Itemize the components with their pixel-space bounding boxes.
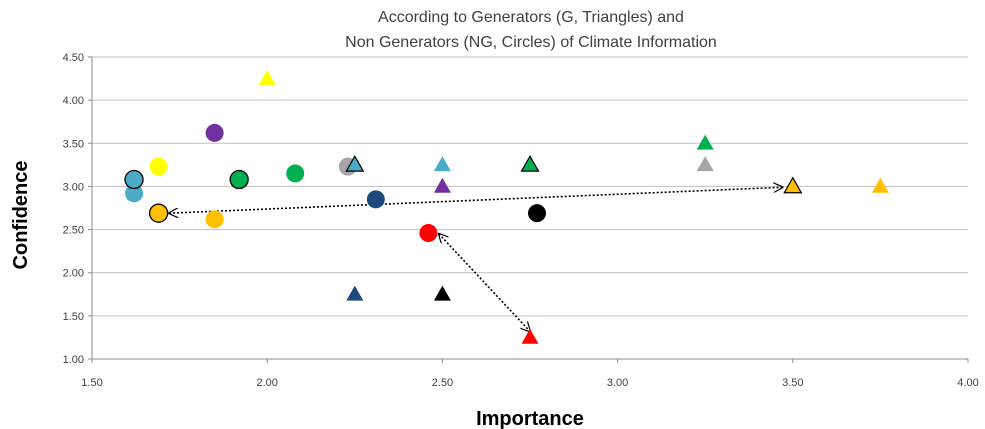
circle-marker (366, 190, 385, 209)
y-tick-label: 3.00 (63, 181, 84, 193)
circle-marker (229, 169, 249, 190)
triangle-marker (346, 285, 364, 301)
circle-marker (148, 203, 169, 223)
triangle-marker (258, 69, 276, 85)
tick-labels: 1.00 1.50 2.00 2.50 3.00 3.50 4.00 4.50 1.50 2.00… (63, 52, 979, 389)
circle-marker (205, 210, 224, 229)
y-tick-label: 1.50 (63, 311, 84, 323)
x-tick-label: 3.50 (782, 377, 803, 389)
x-tick-label: 4.00 (957, 377, 978, 389)
y-tick-label: 4.50 (63, 52, 84, 64)
y-axis-title: Confidence (10, 161, 32, 270)
x-tick-label: 2.50 (432, 377, 453, 389)
circle-marker (149, 157, 168, 176)
dotted-double-arrow (169, 187, 782, 213)
y-tick-label: 1.00 (63, 354, 84, 366)
circle-marker (124, 169, 144, 190)
triangle-marker (871, 177, 889, 193)
triangle-marker (696, 156, 714, 172)
x-tick-label: 2.00 (256, 377, 277, 389)
x-tick-label: 1.50 (81, 377, 102, 389)
triangle-marker (433, 156, 451, 172)
triangle-marker (520, 154, 540, 172)
circle-marker (205, 123, 224, 142)
y-tick-label: 2.00 (63, 268, 84, 280)
arrow-annotations (169, 187, 782, 331)
circle-marker (419, 224, 438, 243)
triangle-marker (521, 328, 539, 344)
circle-marker (125, 184, 144, 203)
triangle-marker (433, 285, 451, 301)
chart-title-line-1: According to Generators (G, Triangles) a… (378, 9, 684, 26)
axes (88, 56, 969, 363)
triangle-marker (345, 154, 365, 172)
chart-title-line-2: Non Generators (NG, Circles) of Climate … (345, 34, 717, 51)
circle-marker (528, 204, 547, 223)
dotted-double-arrow (439, 234, 530, 332)
y-tick-label: 4.00 (63, 95, 84, 107)
triangle-marker (783, 176, 803, 194)
y-tick-label: 2.50 (63, 225, 84, 237)
data-points (124, 69, 889, 344)
x-axis-title: Importance (476, 408, 584, 429)
x-tick-label: 3.00 (607, 377, 628, 389)
triangle-marker (696, 134, 714, 150)
triangle-marker (433, 177, 451, 193)
y-tick-label: 3.50 (63, 138, 84, 150)
gridlines (92, 56, 968, 317)
circle-marker (286, 164, 305, 183)
